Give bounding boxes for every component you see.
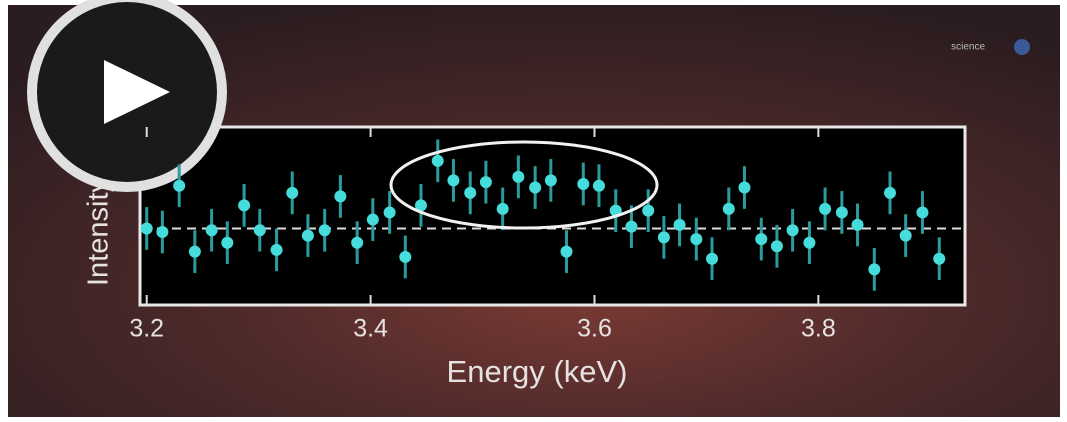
data-point [933,252,946,265]
data-point [464,186,477,199]
play-button[interactable] [27,0,227,192]
play-icon[interactable] [104,60,170,124]
plot-area [138,125,967,307]
data-point [851,218,864,231]
data-point [625,220,638,233]
data-point [755,233,768,246]
data-point [253,224,266,237]
data-point [414,199,427,212]
data-point [544,174,557,187]
data-point [238,199,251,212]
data-point [706,252,719,265]
highlight-ellipse [389,140,659,230]
data-point [770,240,783,253]
x-tick-label: 3.6 [577,315,612,343]
y-axis-label: Intensity [83,178,115,286]
data-point [205,224,218,237]
data-point [156,226,169,239]
x-tick-label: 3.4 [353,315,388,343]
logo [1014,39,1030,55]
data-point [318,224,331,237]
data-point [577,177,590,190]
data-point [690,233,703,246]
data-point [270,243,283,256]
data-point [173,179,186,192]
data-point [399,250,412,263]
data-point [301,229,314,242]
data-point [819,202,832,215]
data-point [351,236,364,249]
data-point [722,202,735,215]
x-tick-label: 3.2 [129,315,164,343]
data-point [673,218,686,231]
data-point [334,190,347,203]
data-point [657,231,670,244]
data-point [738,181,751,194]
data-point [529,181,542,194]
data-point [221,236,234,249]
data-point [447,174,460,187]
data-point [835,206,848,219]
data-point [366,213,379,226]
data-point [140,222,153,235]
data-point [916,206,929,219]
data-point [383,206,396,219]
data-point [868,263,881,276]
data-point [512,170,525,183]
x-tick-label: 3.8 [801,315,836,343]
data-point [592,179,605,192]
data-point [899,229,912,242]
data-point [479,176,492,189]
data-point [286,186,299,199]
data-point [642,204,655,217]
data-point [560,245,573,258]
data-point [496,202,509,215]
data-point [431,154,444,167]
watermark: science [951,42,985,53]
data-point [884,186,896,199]
data-point [188,245,201,258]
data-point [803,236,816,249]
x-axis-label: Energy (keV) [447,354,628,389]
data-point [786,224,799,237]
